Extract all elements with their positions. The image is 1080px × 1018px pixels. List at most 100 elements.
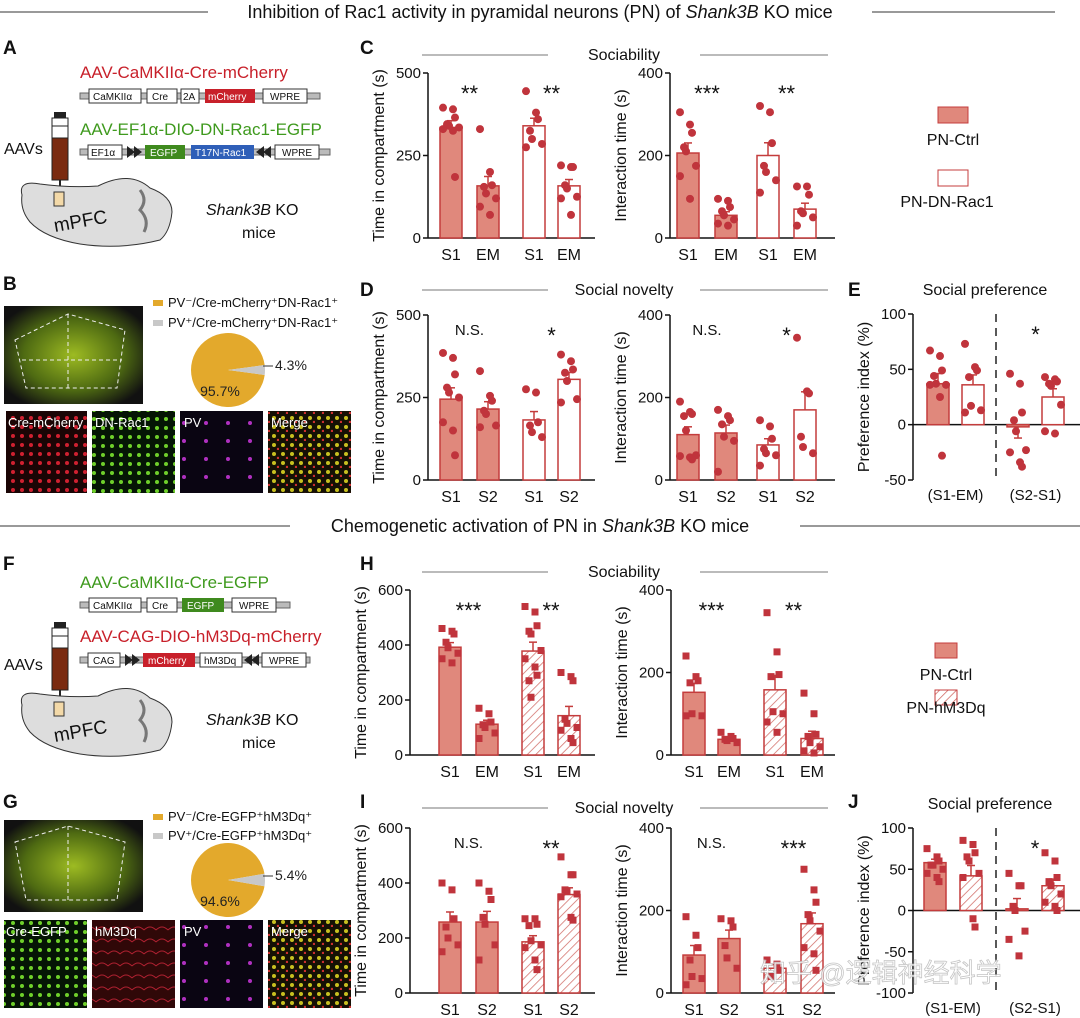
data-point (476, 423, 484, 432)
data-point (724, 196, 732, 205)
data-point (692, 161, 700, 170)
data-point (720, 432, 728, 441)
data-point (476, 202, 484, 211)
data-point (557, 194, 565, 203)
data-point (1047, 882, 1055, 890)
data-point (717, 728, 725, 736)
y-axis-label: Preference index (%) (856, 322, 873, 472)
data-point (454, 649, 462, 657)
significance-label: * (547, 323, 556, 348)
aavs-label: AAVs (4, 657, 43, 674)
data-point (800, 747, 808, 755)
y-tick-label: 0 (655, 472, 663, 489)
panel-a-schematic: AAV-CaMKIIα-Cre-mCherry CaMKIIα Cre 2A m… (4, 63, 331, 247)
data-point (805, 389, 813, 398)
data-point (809, 213, 817, 222)
data-point (442, 923, 450, 931)
data-point (567, 210, 575, 219)
data-point (573, 724, 581, 731)
x-tick-label: S1 (678, 247, 698, 264)
panel-label-h: H (360, 554, 374, 575)
data-point (799, 443, 807, 451)
y-tick-label: 0 (656, 747, 664, 764)
data-point (486, 210, 494, 219)
pie-slice (191, 333, 265, 407)
data-point (1047, 381, 1055, 390)
data-point (451, 172, 459, 181)
y-axis-label: Interaction time (s) (614, 844, 631, 976)
data-point (933, 853, 941, 861)
x-tick-label: EM (793, 247, 817, 264)
data-point (487, 896, 495, 903)
data-point (799, 209, 807, 218)
x-tick-label: (S2-S1) (1010, 487, 1062, 504)
data-point (810, 886, 818, 894)
data-point (475, 735, 483, 742)
y-tick-label: 400 (638, 65, 663, 82)
data-point (977, 406, 985, 415)
image-label: PV (184, 415, 202, 430)
data-point (959, 874, 967, 881)
bar (557, 378, 581, 481)
image-label: Merge (271, 415, 308, 430)
legend-label-ctrl: PN-Ctrl (920, 667, 972, 684)
data-point (557, 853, 565, 861)
data-point (756, 461, 764, 470)
data-point (804, 911, 812, 919)
data-point (756, 416, 764, 425)
panel-f-schematic: AAV-CaMKIIα-Cre-EGFP CaMKIIα Cre EGFP WP… (4, 573, 322, 757)
y-axis-label: Preference index (%) (856, 835, 873, 985)
data-point (448, 886, 456, 894)
data-point (971, 849, 979, 857)
x-tick-label: S2 (559, 489, 579, 506)
data-point (726, 203, 734, 212)
bar (756, 154, 780, 239)
data-point (763, 609, 771, 617)
data-point (965, 857, 973, 865)
bar (439, 398, 463, 481)
data-point (762, 168, 770, 176)
data-point (768, 139, 776, 148)
data-point (1010, 416, 1018, 425)
image-label: Merge (271, 924, 308, 939)
bar-chart-j-9: -100 -50 0 50 100 Preference index (%) (S1-EM)… (856, 820, 1080, 1017)
data-point (528, 135, 536, 143)
x-tick-label: EM (475, 764, 499, 781)
data-point (772, 176, 780, 185)
data-point (521, 603, 529, 610)
data-point (772, 451, 780, 460)
x-tick-label: S1 (440, 764, 460, 781)
data-point (567, 357, 575, 366)
bar (682, 691, 706, 756)
data-point (1051, 902, 1059, 910)
data-point (449, 105, 457, 114)
y-axis-label: Interaction time (s) (613, 331, 630, 463)
significance-label: N.S. (454, 835, 483, 852)
data-point (760, 161, 768, 170)
svg-text:Cre: Cre (152, 601, 169, 612)
x-tick-label: S2 (795, 489, 815, 506)
data-point (812, 966, 820, 974)
y-tick-label: 500 (396, 65, 421, 82)
data-point (538, 139, 546, 148)
data-point (569, 916, 577, 924)
data-point (929, 861, 937, 869)
data-point (730, 436, 738, 445)
y-tick-label: 0 (395, 985, 403, 1002)
x-tick-label: S2 (478, 489, 498, 506)
y-tick-label: 250 (396, 390, 421, 407)
data-point (686, 120, 694, 129)
y-tick-label: 0 (413, 472, 421, 489)
significance-label: N.S. (697, 835, 726, 852)
data-point (1057, 890, 1065, 898)
panel-label-b: B (3, 274, 17, 295)
x-tick-label: S1 (524, 489, 544, 506)
data-point (563, 184, 571, 193)
data-point (533, 671, 541, 679)
image-dn-rac1 (92, 411, 175, 493)
data-point (534, 115, 542, 124)
data-point (1041, 373, 1049, 382)
data-point (528, 428, 536, 437)
pie-slice (228, 365, 265, 375)
x-tick-label: EM (800, 764, 824, 781)
